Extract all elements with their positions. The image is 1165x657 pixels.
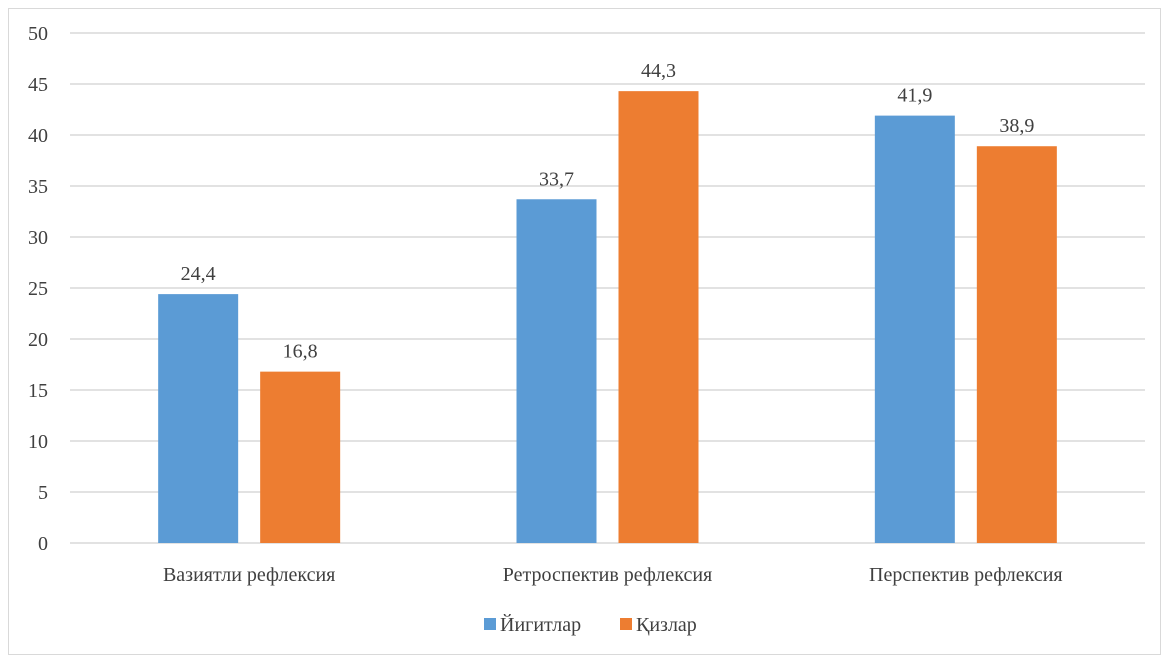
- y-tick-label: 40: [28, 125, 48, 147]
- data-label: 33,7: [539, 168, 574, 190]
- legend-swatch: [620, 618, 632, 630]
- bar-series1: [158, 294, 239, 543]
- bar-series1: [874, 115, 955, 544]
- y-tick-label: 30: [28, 227, 48, 249]
- data-label: 44,3: [641, 60, 676, 82]
- y-tick-label: 10: [28, 431, 48, 453]
- legend: Йигитлар Қизлар: [484, 613, 697, 636]
- bar-series2: [618, 91, 699, 543]
- category-label: Перспектив рефлексия: [869, 564, 1063, 586]
- bar-series1: [516, 199, 597, 543]
- data-label: 41,9: [897, 85, 932, 107]
- legend-label: Қизлар: [636, 614, 697, 636]
- category-label: Ретроспектив рефлексия: [503, 564, 712, 586]
- y-tick-label: 20: [28, 329, 48, 351]
- y-tick-label: 45: [28, 74, 48, 96]
- category-label: Вазиятли рефлексия: [163, 564, 335, 586]
- y-tick-label: 35: [28, 176, 48, 198]
- legend-swatch: [484, 618, 496, 630]
- y-tick-label: 25: [28, 278, 48, 300]
- data-labels: 24,4 16,8 33,7 44,3 41,9 38,9: [181, 60, 1035, 363]
- data-label: 38,9: [999, 115, 1034, 137]
- y-tick-label: 15: [28, 380, 48, 402]
- data-label: 16,8: [283, 341, 318, 363]
- y-axis-tick-labels: 0 5 10 15 20 25 30 35 40 45 50: [28, 23, 48, 555]
- category-labels: Вазиятли рефлексия Ретроспектив рефлексия…: [163, 564, 1063, 586]
- legend-label: Йигитлар: [500, 613, 581, 636]
- y-tick-label: 50: [28, 23, 48, 45]
- gridlines: [70, 32, 1145, 544]
- y-tick-label: 5: [38, 482, 48, 504]
- y-tick-label: 0: [38, 533, 48, 555]
- bar-series2: [260, 371, 341, 543]
- bars: [158, 91, 1057, 544]
- bar-series2: [976, 146, 1057, 543]
- data-label: 24,4: [181, 263, 216, 285]
